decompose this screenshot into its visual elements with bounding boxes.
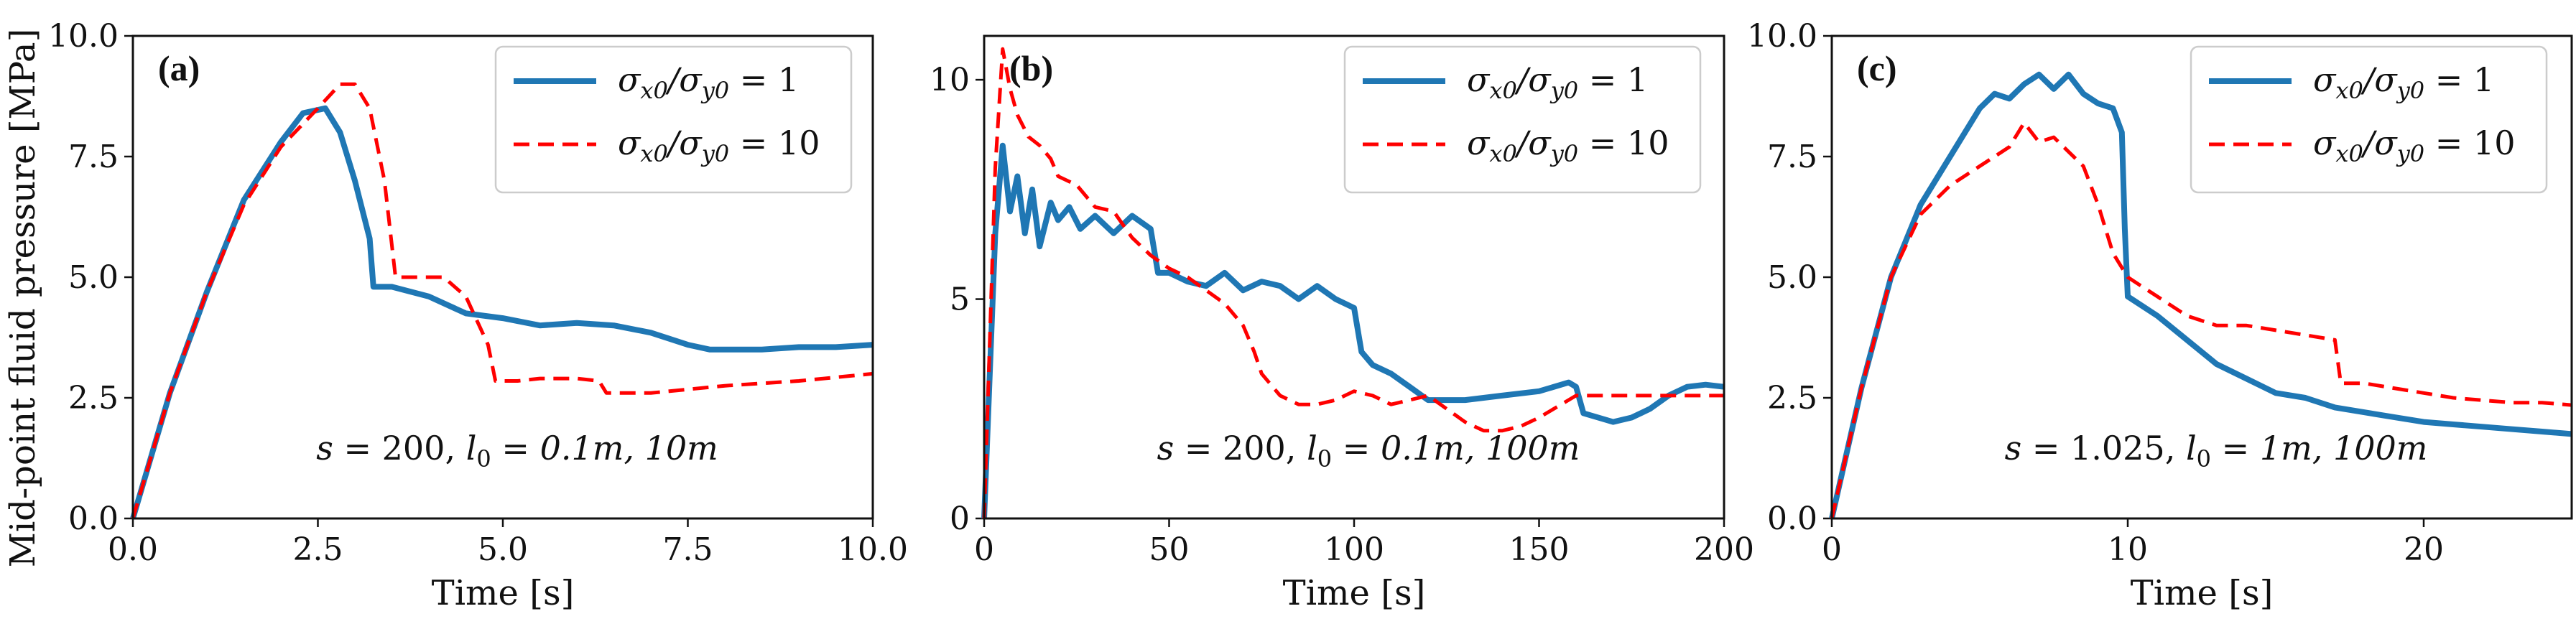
legend-entry: σx0/σy0 = 1: [2313, 60, 2494, 104]
y-tick-label: 0: [950, 501, 970, 537]
parameter-annotation: s = 1.025, l0 = 1m, 100m: [2005, 429, 2428, 473]
plot-frame: [131, 34, 874, 520]
legend-entry: σx0/σy0 = 10: [2313, 124, 2515, 167]
legend: σx0/σy0 = 1 σx0/σy0 = 10: [1343, 45, 1702, 194]
parameter-annotation: s = 200, l0 = 0.1m, 100m: [1157, 429, 1580, 473]
x-tick-label: 100: [1324, 531, 1384, 568]
x-tick-label: 150: [1509, 531, 1570, 568]
y-tick-label: 10.0: [48, 18, 119, 55]
plot-frame: [1830, 34, 2573, 520]
y-tick-label: 2.5: [68, 380, 119, 416]
series-line-ratio-10: [1830, 121, 2572, 519]
y-tick-label: 2.5: [1767, 380, 1817, 416]
legend: σx0/σy0 = 1 σx0/σy0 = 10: [494, 45, 853, 194]
y-tick-label: 0.0: [68, 501, 119, 537]
y-tick-label: 7.5: [68, 139, 119, 175]
x-tick-label: 10: [2108, 531, 2148, 568]
x-axis-label: Time [s]: [2131, 573, 2274, 613]
y-tick-label: 0.0: [1767, 501, 1817, 537]
x-tick-label: 5.0: [478, 531, 528, 568]
x-tick-label: 2.5: [293, 531, 343, 568]
x-tick-label: 10.0: [838, 531, 908, 568]
legend-entry: σx0/σy0 = 10: [618, 124, 820, 167]
legend: σx0/σy0 = 1 σx0/σy0 = 10: [2190, 45, 2548, 194]
series-line-ratio-10: [982, 47, 1724, 519]
x-tick-label: 200: [1694, 531, 1754, 568]
legend-entry: σx0/σy0 = 1: [1467, 60, 1648, 104]
x-tick-label: 0.0: [108, 531, 158, 568]
x-tick-label: 50: [1149, 531, 1190, 568]
series-line-ratio-10: [131, 82, 874, 519]
x-tick-label: 0: [1822, 531, 1842, 568]
x-tick-label: 7.5: [663, 531, 713, 568]
y-tick-label: 5: [950, 281, 970, 318]
series-line-ratio-1: [1829, 71, 2572, 519]
x-axis-label: Time [s]: [1283, 573, 1426, 613]
parameter-annotation: s = 200, l0 = 0.1m, 10m: [316, 429, 718, 473]
series-line-ratio-1: [981, 142, 1725, 519]
chart-panel-a: 0.0 2.5 5.0 7.5 10.0 0.0 2.5 5.0 7.5 10.0 (a) σx0/σ…: [48, 18, 908, 613]
y-tick-label: 5.0: [1767, 259, 1817, 296]
legend-entry: σx0/σy0 = 1: [618, 60, 799, 104]
y-tick-label: 10.0: [1747, 18, 1817, 55]
plot-frame: [983, 34, 1725, 520]
y-tick-label: 10: [930, 62, 970, 98]
panel-label: (c): [1857, 48, 1897, 88]
panel-label: (b): [1009, 48, 1053, 88]
series-line-ratio-1: [130, 105, 874, 520]
y-tick-label: 7.5: [1767, 139, 1817, 175]
x-axis-label: Time [s]: [432, 573, 575, 613]
chart-panel-c: 0 10 200.02.55.07.510.0(c) σx0/σy0 = 1σx0/σ…: [1747, 18, 2573, 613]
panel-label: (a): [158, 48, 200, 88]
x-tick-label: 20: [2404, 531, 2444, 568]
legend-entry: σx0/σy0 = 10: [1467, 124, 1669, 167]
y-axis-label: Mid-point fluid pressure [MPa]: [3, 29, 43, 567]
y-tick-label: 5.0: [68, 259, 119, 296]
x-tick-label: 0: [974, 531, 994, 568]
